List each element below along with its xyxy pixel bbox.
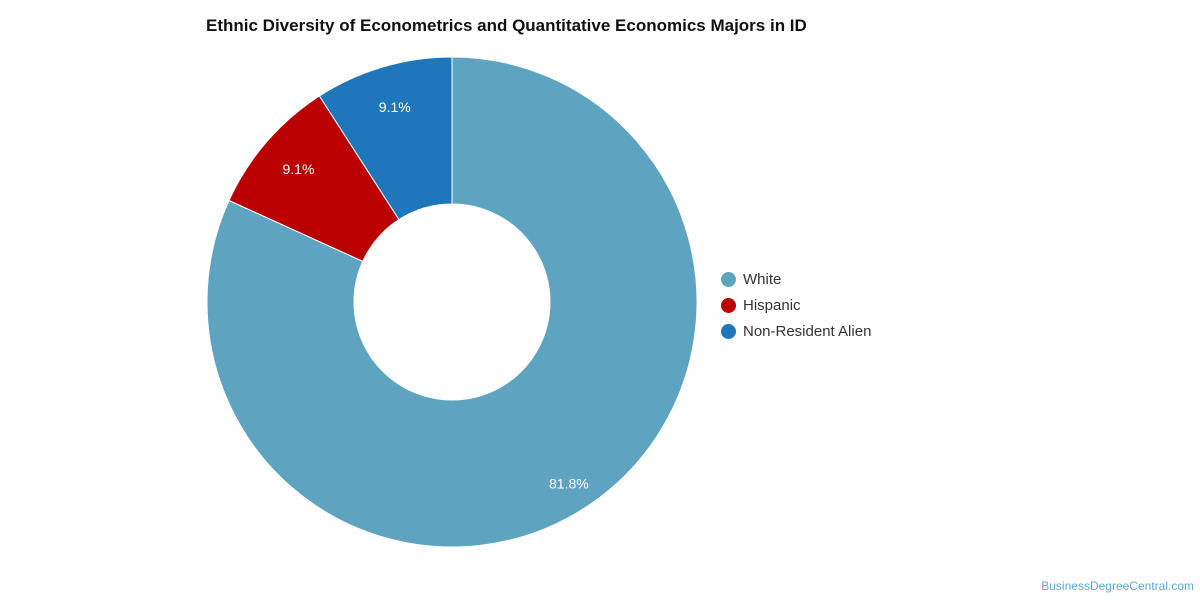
data-label-white: 81.8% — [549, 476, 589, 492]
legend-item-white[interactable]: White — [721, 266, 871, 292]
slice-non-resident-alien[interactable] — [318, 56, 453, 221]
data-label-hispanic: 9.1% — [283, 161, 315, 177]
legend-swatch-white — [721, 271, 736, 287]
legend-label-white: White — [743, 270, 782, 288]
data-label-non-resident-alien: 9.1% — [379, 99, 411, 115]
source-credit[interactable]: BusinessDegreeCentral.com — [1041, 579, 1194, 593]
legend-label-non-resident-alien: Non-Resident Alien — [743, 322, 872, 340]
legend-swatch-non-resident-alien — [721, 323, 736, 339]
legend: White Hispanic Non-Resident Alien — [721, 266, 871, 344]
legend-swatch-hispanic — [721, 297, 736, 313]
legend-item-hispanic[interactable]: Hispanic — [721, 292, 871, 318]
chart-title: Ethnic Diversity of Econometrics and Qua… — [206, 16, 807, 35]
slice-white[interactable] — [206, 56, 698, 548]
legend-label-hispanic: Hispanic — [743, 296, 801, 314]
legend-item-non-resident-alien[interactable]: Non-Resident Alien — [721, 318, 871, 344]
